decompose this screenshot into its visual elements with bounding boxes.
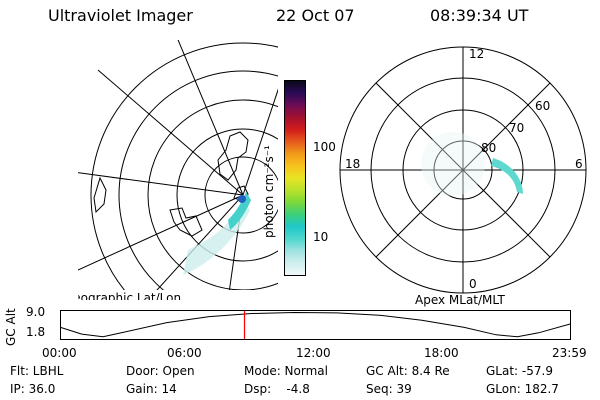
- time-tick-0: 00:00: [42, 346, 77, 360]
- geo-panel-label: Geographic Lat/Lon: [78, 291, 181, 300]
- altitude-curve: [60, 311, 571, 338]
- status-gc-alt: GC Alt: 8.4 Re: [366, 364, 450, 378]
- status-gain: Gain: 14: [126, 382, 177, 396]
- altitude-tick-low: 1.8: [26, 325, 46, 339]
- colorbar-tick-100: 100: [313, 140, 336, 154]
- status-glat: GLat: -57.9: [486, 364, 553, 378]
- meridian-line: [242, 88, 278, 196]
- status-seq: Seq: 39: [366, 382, 412, 396]
- mag-panel-label: Apex MLat/MLT: [415, 293, 505, 307]
- date-label: 22 Oct 07: [276, 6, 355, 25]
- time-tick-3: 18:00: [424, 346, 459, 360]
- status-dsp: Dsp: -4.8: [244, 382, 310, 396]
- colorbar-tick-10: 10: [313, 230, 329, 244]
- time-tick-2: 12:00: [296, 346, 331, 360]
- coastline: [169, 207, 203, 237]
- time-tick-1: 06:00: [167, 346, 202, 360]
- mlt-line: [375, 82, 551, 258]
- status-door: Door: Open: [126, 364, 195, 378]
- mlat-label-80: 80: [481, 141, 496, 155]
- mlat-label-60: 60: [535, 99, 550, 113]
- altitude-plot-frame: [60, 310, 571, 340]
- coastline: [93, 176, 107, 214]
- altitude-axis-label: GC Alt: [4, 308, 18, 346]
- meridian-line: [78, 172, 244, 196]
- status-mode: Mode: Normal: [244, 364, 328, 378]
- latitude-circle: [176, 128, 278, 262]
- status-glon: GLon: 182.7: [486, 382, 559, 396]
- time-label: 08:39:34 UT: [430, 6, 529, 25]
- latitude-circle: [147, 99, 278, 290]
- meridian-line: [78, 194, 244, 271]
- altitude-tick-high: 9.0: [26, 305, 46, 319]
- status-ip: IP: 36.0: [10, 382, 56, 396]
- magnetic-polar-panel: 12 18 6 0 80 70 60 Apex MLat/MLT: [339, 46, 587, 307]
- colorbar-unit-label: photon cm⁻²s⁻¹: [262, 145, 276, 238]
- meridian-line: [97, 69, 244, 196]
- time-tick-4: 23:59: [552, 346, 587, 360]
- mlat-label-70: 70: [509, 121, 524, 135]
- geographic-map-panel: Geographic Lat/Lon: [78, 40, 278, 300]
- latitude-circle: [90, 42, 278, 290]
- instrument-title: Ultraviolet Imager: [48, 6, 193, 25]
- altitude-plot: [60, 310, 571, 340]
- coastline: [217, 131, 249, 181]
- status-filter: Flt: LBHL: [10, 364, 64, 378]
- mlt-label-12: 12: [469, 47, 484, 61]
- meridian-line: [177, 40, 244, 196]
- latitude-circle: [118, 70, 278, 290]
- mlt-label-6: 6: [575, 157, 583, 171]
- colorbar: [284, 80, 306, 276]
- mlt-label-0: 0: [469, 277, 477, 291]
- mlt-label-18: 18: [345, 157, 360, 171]
- latitude-circle: [204, 156, 278, 234]
